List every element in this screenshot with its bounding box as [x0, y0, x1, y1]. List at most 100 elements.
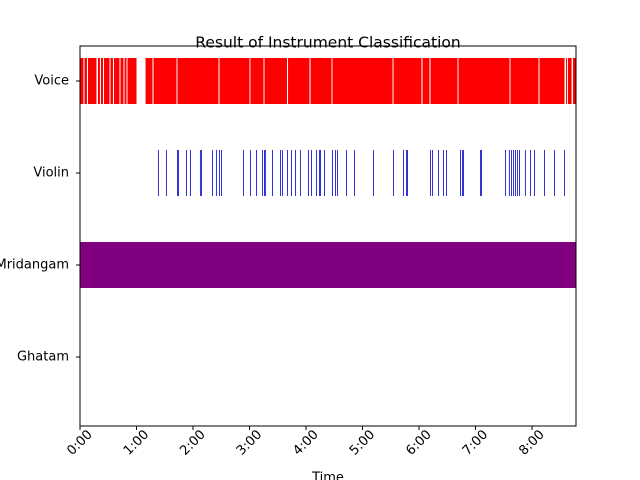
segment	[291, 150, 292, 196]
segment	[176, 150, 178, 196]
segment	[153, 58, 177, 104]
segment	[516, 150, 518, 196]
segment	[354, 150, 355, 196]
segment	[504, 150, 506, 196]
x-tick-label: 3:00	[234, 427, 265, 458]
segment	[460, 150, 461, 196]
segment	[262, 150, 263, 196]
segment	[80, 58, 84, 104]
segment	[294, 150, 296, 196]
segment	[346, 150, 347, 196]
segment	[373, 150, 374, 196]
segment	[215, 150, 217, 196]
segment	[311, 150, 312, 196]
x-tick-label: 8:00	[516, 427, 547, 458]
segment	[567, 58, 572, 104]
chart-title: Result of Instrument Classification	[195, 34, 460, 52]
segment	[101, 58, 103, 104]
segment	[458, 58, 510, 104]
segment	[80, 242, 576, 288]
segment	[319, 150, 320, 196]
x-tick-label: 6:00	[403, 427, 434, 458]
segment	[481, 150, 482, 196]
segment	[157, 150, 159, 196]
segment	[165, 150, 167, 196]
segment	[530, 150, 531, 196]
segment	[524, 150, 526, 196]
segment	[97, 58, 100, 104]
segment	[84, 58, 87, 104]
segment	[145, 58, 153, 104]
segment	[281, 150, 283, 196]
segment	[219, 58, 250, 104]
segment	[243, 150, 244, 196]
segment	[438, 150, 439, 196]
segment	[201, 150, 202, 196]
segment	[299, 150, 301, 196]
x-axis-label: Time	[311, 471, 344, 480]
segment	[332, 150, 333, 196]
segment	[393, 58, 422, 104]
segment	[508, 150, 510, 196]
segment	[250, 58, 264, 104]
segment	[218, 150, 220, 196]
x-tick-label: 7:00	[460, 427, 491, 458]
segment	[430, 150, 431, 196]
segment	[544, 150, 545, 196]
segment	[514, 150, 516, 196]
segment	[480, 150, 481, 196]
segment	[315, 150, 317, 196]
segment	[335, 150, 336, 196]
segment	[407, 150, 408, 196]
segment	[422, 58, 430, 104]
segment	[113, 58, 120, 104]
segment	[462, 150, 463, 196]
segment	[510, 58, 539, 104]
segment	[566, 58, 568, 104]
segment	[264, 150, 265, 196]
segment	[554, 150, 555, 196]
segment	[307, 150, 309, 196]
segment	[110, 58, 113, 104]
segment	[288, 58, 310, 104]
segment	[88, 58, 97, 104]
segment	[120, 58, 124, 104]
segment	[256, 150, 257, 196]
segment	[104, 58, 110, 104]
segment	[446, 150, 447, 196]
segment	[511, 150, 512, 196]
segment	[564, 150, 565, 196]
segment	[406, 150, 407, 196]
segment	[393, 150, 394, 196]
segment	[280, 150, 281, 196]
segment	[403, 150, 404, 196]
segment	[124, 58, 127, 104]
segment	[332, 58, 393, 104]
segment	[443, 150, 444, 196]
segment	[221, 150, 222, 196]
segment	[323, 150, 325, 196]
segment	[533, 150, 535, 196]
segment	[249, 150, 251, 196]
y-tick-label: Mridangam	[0, 258, 69, 273]
segment	[186, 150, 187, 196]
segment	[430, 58, 458, 104]
segment	[286, 150, 288, 196]
segment	[264, 150, 266, 196]
x-tick-label: 5:00	[347, 427, 378, 458]
segment	[519, 150, 520, 196]
segment	[272, 150, 273, 196]
segment	[432, 150, 433, 196]
x-tick-label: 2:00	[177, 427, 208, 458]
segment	[199, 150, 201, 196]
segment	[212, 150, 213, 196]
segment	[512, 150, 514, 196]
y-tick-label: Ghatam	[17, 350, 69, 365]
x-tick-label: 1:00	[121, 427, 152, 458]
segment	[572, 58, 576, 104]
segment	[462, 150, 464, 196]
segment	[177, 58, 219, 104]
segment	[310, 58, 332, 104]
segment	[320, 150, 321, 196]
